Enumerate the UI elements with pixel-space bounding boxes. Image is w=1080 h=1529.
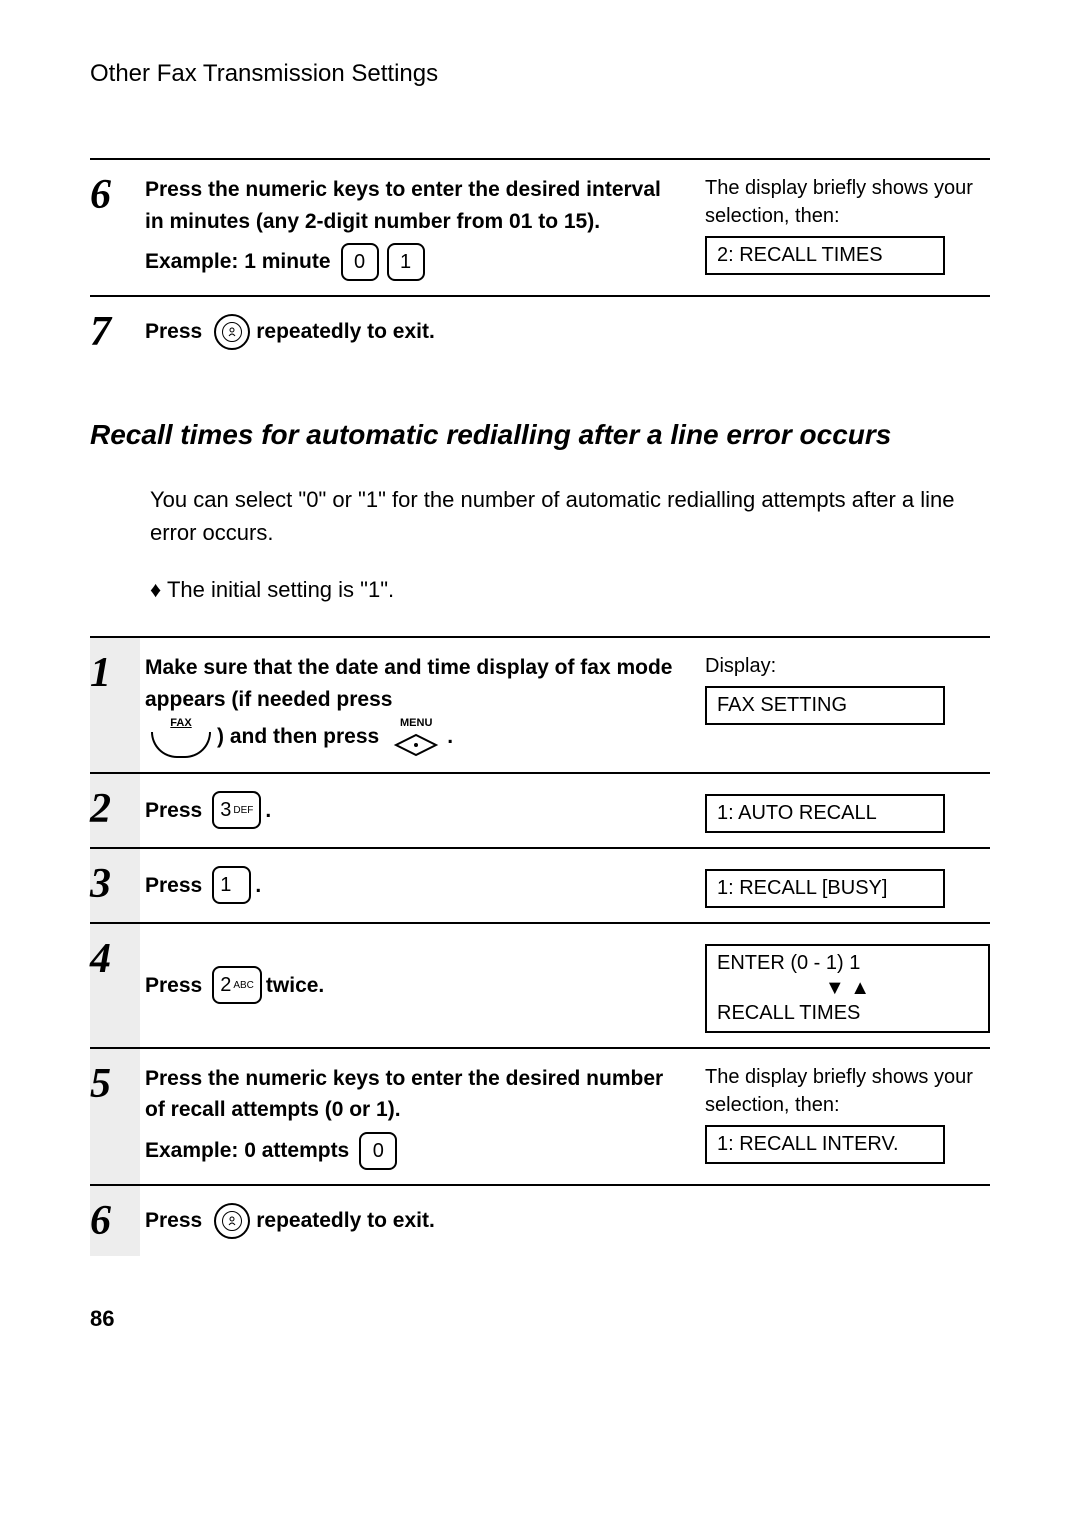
step-1: 1 Make sure that the date and time displ… <box>90 636 990 772</box>
stop-icon <box>214 314 250 350</box>
step-2: 2 Press 3DEF . 1: AUTO RECALL <box>90 772 990 847</box>
key-0: 0 <box>359 1132 397 1170</box>
stop-icon <box>214 1203 250 1239</box>
display-box: 1: RECALL [BUSY] <box>705 869 945 908</box>
step-text: Press <box>145 795 202 827</box>
step-6-top: 6 Press the numeric keys to enter the de… <box>90 158 990 295</box>
step-number: 6 <box>90 174 145 281</box>
step-text: Press the numeric keys to enter the desi… <box>145 178 661 233</box>
header-title: Other Fax Transmission Settings <box>90 60 990 88</box>
menu-key-icon: MENU <box>391 715 441 758</box>
fax-label: FAX <box>151 715 211 732</box>
display-box: 2: RECALL TIMES <box>705 236 945 275</box>
key-digit: 3 <box>220 795 231 825</box>
key-sub: ABC <box>233 978 254 993</box>
display-box-multi: ENTER (0 - 1) 1 ▼ ▲ RECALL TIMES <box>705 944 990 1033</box>
key-1: 1 <box>387 243 425 281</box>
step-text: repeatedly to exit. <box>256 1205 435 1237</box>
step-7-top: 7 Press repeatedly to exit. <box>90 295 990 367</box>
step-number: 1 <box>90 652 145 758</box>
period: . <box>255 870 261 902</box>
example-label: Example: 1 minute <box>145 246 331 278</box>
display-label: Display: <box>705 652 990 680</box>
step-5: 5 Press the numeric keys to enter the de… <box>90 1047 990 1184</box>
key-3: 3DEF <box>212 791 261 829</box>
display-line-3: RECALL TIMES <box>717 1002 978 1025</box>
key-0: 0 <box>341 243 379 281</box>
menu-label: MENU <box>391 715 441 732</box>
step-text: Make sure that the date and time display… <box>145 652 679 715</box>
step-text: Press <box>145 1205 202 1237</box>
step-3: 3 Press 1 . 1: RECALL [BUSY] <box>90 847 990 922</box>
step-4: 4 Press 2ABC twice. ENTER (0 - 1) 1 ▼ ▲ … <box>90 922 990 1047</box>
example-label: Example: 0 attempts <box>145 1135 349 1167</box>
display-note: The display briefly shows your selection… <box>705 1063 990 1119</box>
step-text: repeatedly to exit. <box>256 316 435 348</box>
step-text: ) and then press <box>217 721 379 753</box>
period: . <box>265 795 271 827</box>
display-box: 1: AUTO RECALL <box>705 794 945 833</box>
step-text: Press <box>145 970 202 1002</box>
intro-text: You can select "0" or "1" for the number… <box>150 483 990 549</box>
key-digit: 1 <box>220 870 231 900</box>
step-number: 6 <box>90 1200 145 1242</box>
step-6: 6 Press repeatedly to exit. <box>90 1184 990 1256</box>
key-2: 2ABC <box>212 966 262 1004</box>
step-number: 3 <box>90 863 145 908</box>
step-number: 5 <box>90 1063 145 1170</box>
page-number: 86 <box>90 1306 990 1332</box>
step-number: 7 <box>90 311 145 353</box>
step-number: 2 <box>90 788 145 833</box>
key-sub: DEF <box>233 803 253 818</box>
period: . <box>447 721 453 753</box>
key-digit: 2 <box>220 970 231 1000</box>
step-text: Press the numeric keys to enter the desi… <box>145 1067 663 1122</box>
step-text: Press <box>145 316 202 348</box>
display-box: 1: RECALL INTERV. <box>705 1125 945 1164</box>
step-text: twice. <box>266 970 324 1002</box>
step-text: Press <box>145 870 202 902</box>
step-number: 4 <box>90 938 145 1033</box>
bullet-text: The initial setting is "1". <box>150 573 990 606</box>
display-line-1: ENTER (0 - 1) 1 <box>717 952 978 975</box>
fax-key-icon: FAX <box>151 715 211 758</box>
display-arrows: ▼ ▲ <box>717 975 978 1002</box>
key-1: 1 <box>212 866 251 904</box>
section-heading: Recall times for automatic redialling af… <box>90 417 990 453</box>
display-note: The display briefly shows your selection… <box>705 174 990 230</box>
display-box: FAX SETTING <box>705 686 945 725</box>
